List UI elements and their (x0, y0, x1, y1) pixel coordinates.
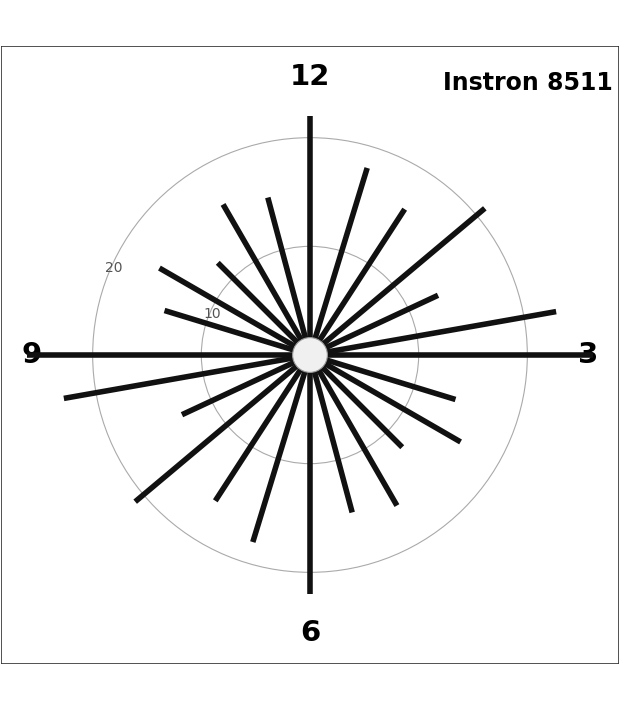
Text: 9: 9 (22, 341, 42, 369)
Text: Instron 8511: Instron 8511 (443, 71, 613, 95)
Text: 3: 3 (578, 341, 598, 369)
Text: 6: 6 (300, 619, 320, 648)
Text: 12: 12 (290, 62, 330, 91)
Circle shape (293, 338, 327, 372)
Text: 10: 10 (204, 307, 221, 321)
Text: 20: 20 (105, 261, 123, 275)
